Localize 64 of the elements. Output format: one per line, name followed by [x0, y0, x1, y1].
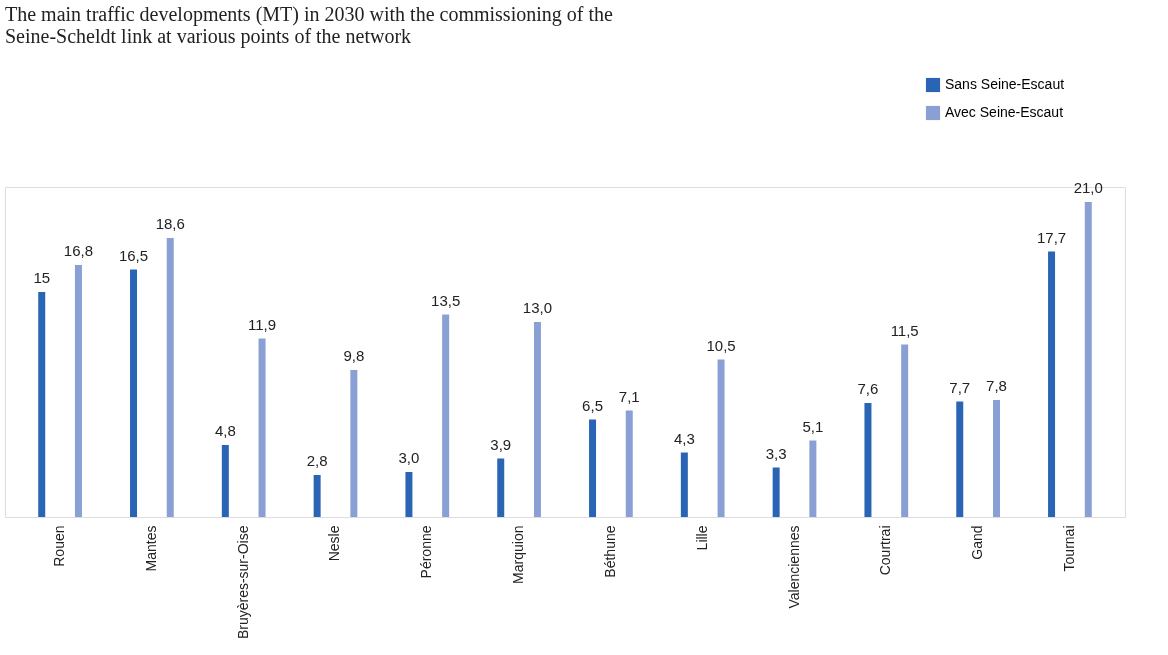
bar [130, 269, 138, 517]
data-label: 3,9 [490, 435, 512, 453]
x-tick-label: Gand [969, 525, 986, 560]
bar [258, 338, 266, 517]
data-label: 7,1 [618, 387, 640, 405]
data-label: 6,5 [582, 396, 603, 414]
text: Seine-Scheldt link at various points of the network [5, 25, 412, 47]
bar [1084, 202, 1092, 517]
bar [589, 419, 597, 517]
bar [680, 452, 688, 517]
x-tick-label: Béthune [601, 525, 618, 578]
bar [74, 265, 82, 517]
legend-label: Sans Seine-Escaut [945, 76, 1065, 92]
data-label: 7,6 [857, 380, 879, 397]
data-label: 11,5 [890, 321, 919, 339]
x-tick-label: Tournai [1060, 525, 1077, 572]
data-label: 7,7 [949, 378, 971, 396]
legend-label: Avec Seine-Escaut [945, 104, 1064, 120]
x-tick-label: Lille [693, 525, 710, 551]
data-label: 2,8 [306, 452, 328, 469]
data-label: 4,3 [673, 429, 695, 447]
data-label: 18,6 [155, 215, 185, 232]
data-label: 7,8 [986, 377, 1007, 394]
x-tick-label: Bruyères-sur-Oise [234, 525, 251, 640]
bar [533, 322, 541, 517]
data-label: 16,8 [63, 242, 94, 259]
x-tick-label: Péronne [418, 525, 435, 579]
data-label: 3,0 [398, 449, 420, 466]
data-label: 11,9 [248, 315, 277, 333]
data-label: 10,5 [706, 336, 736, 354]
text: The main traffic developments (MT) in 2030 with the commissioning of the [5, 3, 613, 25]
data-label: 16,5 [118, 246, 149, 264]
data-label: 5,1 [802, 417, 824, 435]
data-label: 13,0 [522, 299, 553, 316]
data-label: 3,3 [765, 444, 787, 462]
data-label: 15 [33, 269, 51, 286]
x-tick-label: Marquion [510, 525, 527, 584]
data-label: 4,8 [214, 422, 236, 439]
bar [864, 403, 872, 517]
x-tick-label: Courtrai [877, 525, 894, 576]
data-label: 17,7 [1036, 228, 1067, 246]
data-label: 9,8 [343, 347, 365, 364]
x-tick-label: Rouen [51, 525, 68, 567]
bar [405, 472, 413, 517]
bar [956, 401, 964, 517]
bar [442, 314, 450, 517]
bar [625, 410, 633, 517]
data-label: 21,0 [1073, 179, 1103, 196]
bar [350, 370, 358, 517]
x-tick-label: Nesle [326, 525, 343, 562]
bar [1048, 251, 1056, 517]
bar [901, 344, 909, 517]
bar [313, 475, 321, 517]
bar [809, 440, 817, 517]
x-tick-label: Valenciennes [785, 525, 802, 609]
data-label: 13,5 [431, 291, 461, 309]
bar [772, 467, 780, 517]
bar [717, 359, 725, 517]
x-tick-label: Mantes [142, 525, 159, 572]
bar [166, 238, 174, 517]
bar [221, 445, 229, 517]
bar [992, 400, 1000, 517]
bar [497, 458, 505, 517]
bar [38, 292, 46, 517]
